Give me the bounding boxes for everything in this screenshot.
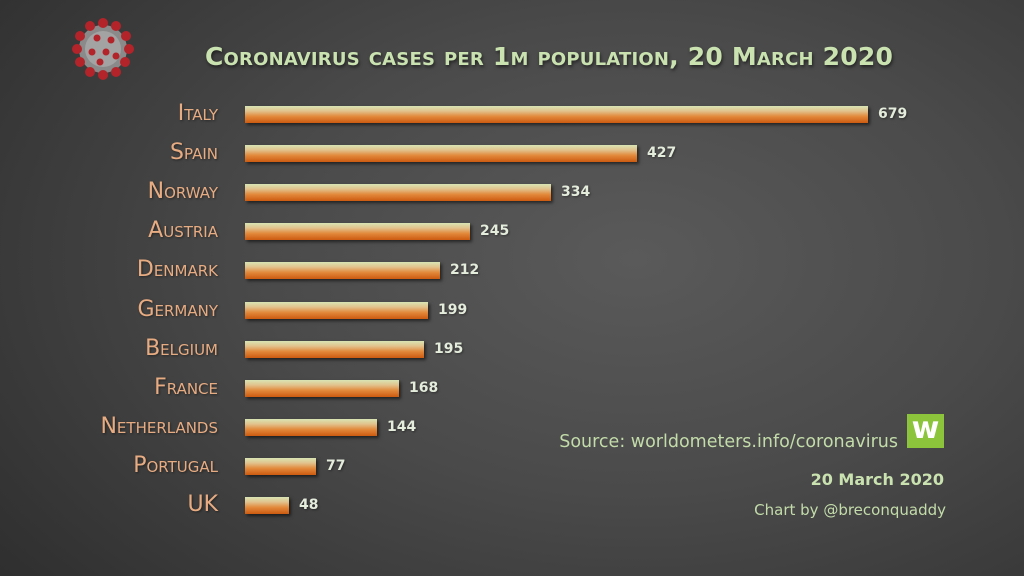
source-note: Source: worldometers.info/coronavirus	[559, 432, 898, 452]
bar	[245, 418, 377, 436]
bar-row: Austria 245	[0, 218, 1024, 244]
bar	[245, 262, 440, 280]
value-label: 195	[434, 340, 464, 357]
worldometers-logo-icon: w	[907, 414, 944, 448]
category-label: UK	[187, 492, 218, 517]
value-label: 427	[647, 145, 677, 162]
bar	[245, 106, 868, 123]
category-label: Spain	[170, 140, 218, 166]
category-label: Belgium	[145, 335, 218, 361]
value-label: 168	[409, 379, 439, 396]
value-label: 245	[480, 223, 510, 240]
value-label: 48	[299, 497, 319, 513]
bar	[245, 340, 424, 358]
value-label: 679	[878, 106, 908, 122]
value-label: 77	[326, 457, 346, 474]
value-label: 212	[450, 262, 480, 279]
bar-row: Denmark 212	[0, 257, 1024, 283]
chart-credit: Chart by @breconquaddy	[754, 501, 946, 519]
bar-row: Spain 427	[0, 140, 1024, 166]
value-label: 334	[561, 184, 591, 201]
bar-row: France 168	[0, 375, 1024, 401]
category-label: Austria	[148, 218, 218, 244]
bar-row: Italy 679	[0, 101, 1024, 127]
bar	[245, 379, 399, 397]
value-label: 199	[438, 301, 468, 318]
bar-row: Belgium 195	[0, 336, 1024, 362]
chart-title: Coronavirus cases per 1m population, 20 …	[205, 42, 894, 71]
category-label: Portugal	[133, 452, 218, 478]
bar	[245, 497, 289, 514]
bar	[245, 301, 428, 319]
bar-row: Netherlands 144	[0, 414, 1024, 440]
bar	[245, 223, 470, 241]
value-label: 144	[387, 418, 417, 435]
bar-row: Norway 334	[0, 179, 1024, 205]
chart-date: 20 March 2020	[810, 470, 944, 489]
category-label: Denmark	[136, 257, 218, 283]
category-label: Netherlands	[100, 413, 218, 439]
bar-row: UK 48	[0, 492, 1024, 518]
category-label: France	[154, 374, 218, 400]
bar-row: Portugal 77	[0, 453, 1024, 479]
category-label: Germany	[137, 296, 218, 322]
bar	[245, 145, 637, 163]
category-label: Norway	[147, 179, 218, 205]
bar-row: Germany 199	[0, 297, 1024, 323]
coronavirus-icon	[72, 18, 134, 80]
bar	[245, 184, 551, 202]
bar	[245, 457, 316, 475]
category-label: Italy	[177, 101, 218, 126]
